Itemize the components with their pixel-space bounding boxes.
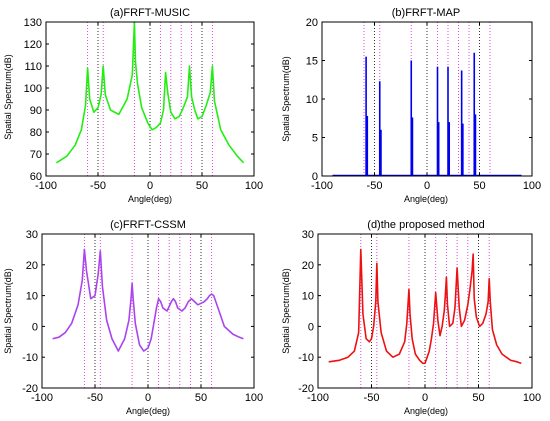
panel-d-xtick-label: 0 <box>422 392 428 404</box>
panel-c-xtick-label: 100 <box>245 392 263 404</box>
panel-b-xlabel: Angle(deg) <box>404 194 448 204</box>
panel-a-ytick-label: 100 <box>24 83 42 95</box>
panel-d-ylabel: Spatial Spectrum(dB) <box>281 268 291 354</box>
panel-d: (d)the proposed method -100 -50 0 50 100-20-… <box>281 219 541 416</box>
panel-a-ytick-label: 60 <box>30 171 42 183</box>
panel-c-ytick-label: 0 <box>32 321 38 333</box>
panel-a-xtick-label: -100 <box>35 180 57 192</box>
panel-a-plot-area <box>46 22 254 176</box>
panel-b-xtick-label: 0 <box>424 180 430 192</box>
panel-a-xlabel: Angle(deg) <box>128 194 172 204</box>
panel-a-ytick-label: 70 <box>30 149 42 161</box>
panel-b-ytick-label: 5 <box>312 133 318 145</box>
panel-c-title: (c)FRFT-CSSM <box>110 219 186 231</box>
panel-b: (b)FRFT-MAP -100 -50 0 50 100 0 5 10 15 20 Angle(… <box>281 7 541 204</box>
panel-d-xtick-label: 100 <box>523 392 541 404</box>
panel-d-ytick-label: 30 <box>302 229 314 241</box>
panel-b-ylabel: Spatial Spectrum(dB) <box>281 56 291 142</box>
panel-c-series-line <box>52 248 244 352</box>
panel-a-xtick-label: 100 <box>245 180 263 192</box>
panel-b-ytick-label: 20 <box>306 17 318 29</box>
panel-c-xlabel: Angle(deg) <box>126 406 170 416</box>
panel-c-ytick-label: 20 <box>26 260 38 272</box>
panel-a-xtick-label: 0 <box>147 180 153 192</box>
panel-a-ylabel: Spatial Spectrum(dB) <box>3 54 13 140</box>
panel-a-series-line <box>55 21 245 164</box>
panel-b-xtick-label: 50 <box>473 180 485 192</box>
panel-b-xtick-label: 100 <box>523 180 541 192</box>
panel-b-plot-area <box>322 22 532 176</box>
panel-c-ytick-label: 10 <box>26 291 38 303</box>
panel-b-xtick-label: -50 <box>367 180 383 192</box>
panel-b-marks: -100 -50 0 50 100 0 5 10 15 20 <box>306 17 541 192</box>
panel-d-plot-area <box>318 234 532 388</box>
panel-a-ytick-label: 110 <box>24 61 42 73</box>
panel-d-title: (d)the proposed method <box>367 219 484 231</box>
panel-d-ytick-label: 10 <box>302 291 314 303</box>
panel-d-ytick-label: -10 <box>298 352 314 364</box>
panel-d-series-line <box>328 248 522 365</box>
panel-c-ytick-label: 30 <box>26 229 38 241</box>
panel-c-plot-area <box>42 234 254 388</box>
panel-b-xtick-label: -100 <box>311 180 333 192</box>
panel-c-xtick-label: 0 <box>145 392 151 404</box>
panel-a-ytick-label: 130 <box>24 17 42 29</box>
panel-a-ytick-label: 120 <box>24 39 42 51</box>
panel-d-xlabel: Angle(deg) <box>404 406 448 416</box>
panel-c-xtick-label: 50 <box>195 392 207 404</box>
panel-a-marks: -100 -50 0 50 100 60 70 80 90 100 110 120 130 <box>24 17 264 192</box>
panel-c-ylabel: Spatial Spectrum(dB) <box>3 268 13 354</box>
panel-d-xtick-label: -50 <box>364 392 380 404</box>
panel-a-xtick-label: 50 <box>196 180 208 192</box>
panel-a-ytick-label: 80 <box>30 127 42 139</box>
panel-a-title: (a)FRFT-MUSIC <box>110 7 190 19</box>
panel-d-xtick-label: -100 <box>307 392 329 404</box>
panel-b-ytick-label: 15 <box>306 56 318 68</box>
panel-a-xtick-label: -50 <box>90 180 106 192</box>
panel-b-ytick-label: 0 <box>312 171 318 183</box>
panel-a-ytick-label: 90 <box>30 105 42 117</box>
panel-b-title: (b)FRFT-MAP <box>392 7 460 19</box>
panel-c-ytick-label: -20 <box>22 383 38 395</box>
panel-c-xtick-label: -100 <box>31 392 53 404</box>
panel-d-xtick-label: 50 <box>472 392 484 404</box>
panel-c-xtick-label: -50 <box>87 392 103 404</box>
panel-c: (c)FRFT-CSSM -100 -50 0 50 100-20-100102030 … <box>3 219 263 416</box>
panel-c-ytick-label: -10 <box>22 352 38 364</box>
panel-d-ytick-label: 20 <box>302 260 314 272</box>
panel-a: (a)FRFT-MUSIC -100 -50 0 50 100 60 70 80 90 100 11… <box>3 7 263 204</box>
panel-b-ytick-label: 10 <box>306 94 318 106</box>
panel-d-ytick-label: -20 <box>298 383 314 395</box>
panel-d-ytick-label: 0 <box>308 321 314 333</box>
